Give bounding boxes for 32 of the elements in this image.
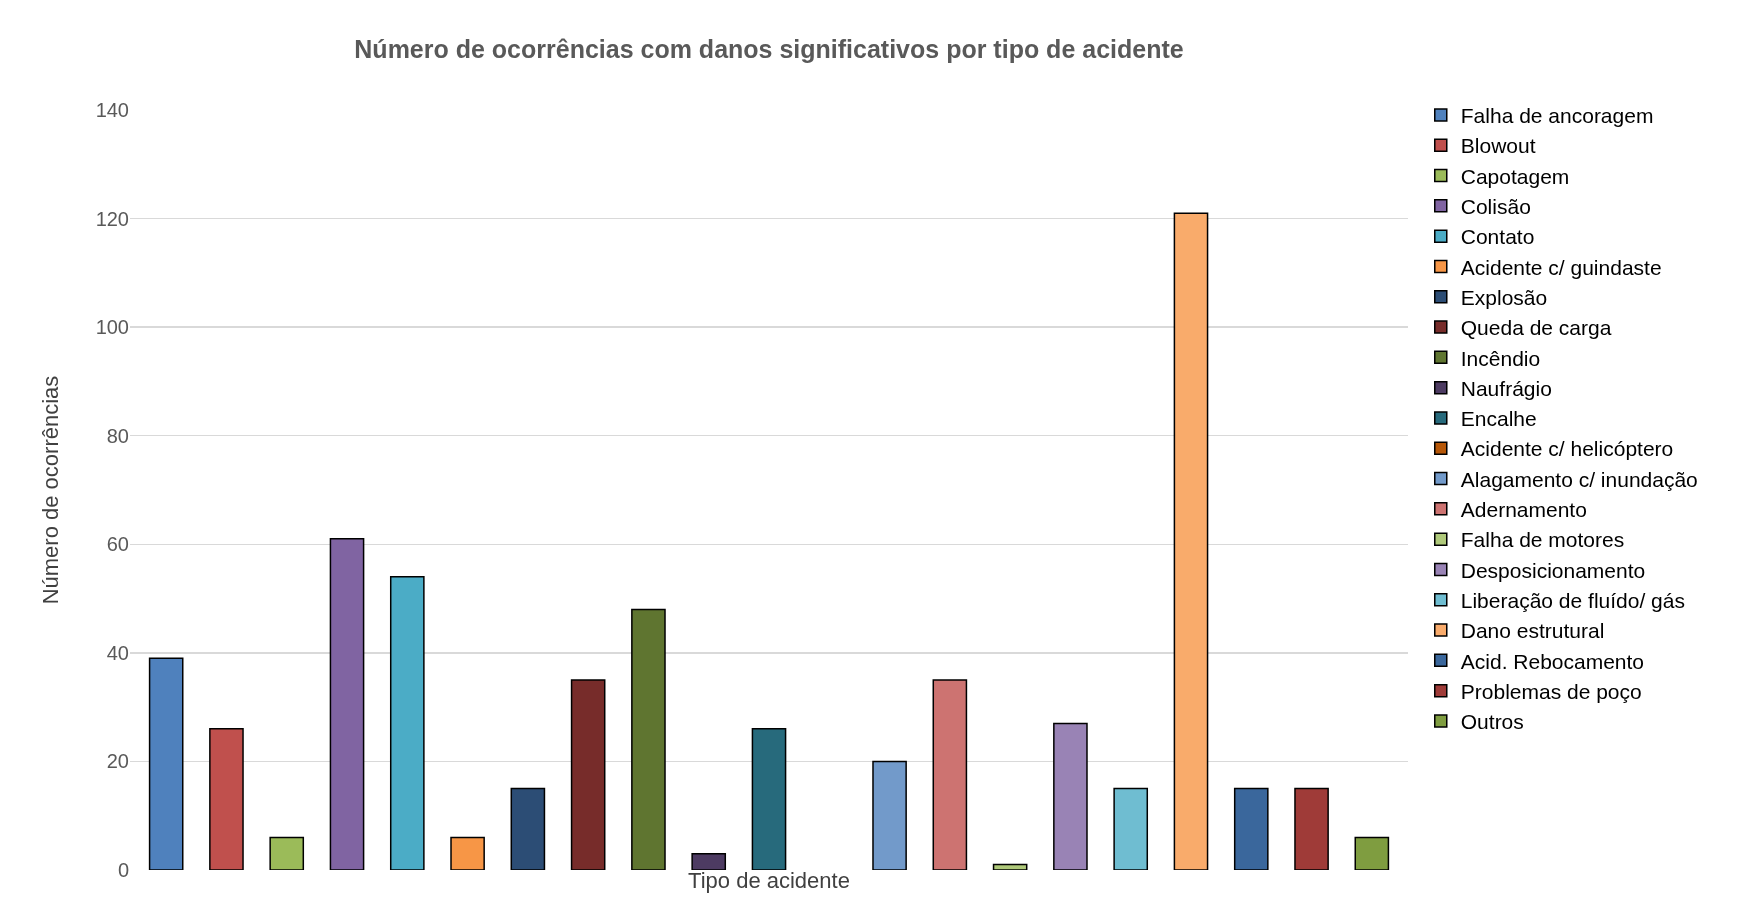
x-axis-title: Tipo de acidente — [688, 867, 850, 893]
y-tick-label: 40 — [106, 641, 129, 664]
legend-label: Incêndio — [1460, 346, 1541, 370]
y-tick-label: 120 — [95, 207, 129, 230]
legend-label: Blowout — [1460, 134, 1536, 158]
legend-label: Acidente c/ guindaste — [1460, 255, 1662, 279]
y-tick-label: 140 — [95, 99, 129, 121]
legend-label: Adernamento — [1460, 498, 1587, 522]
legend-label: Falha de ancoragem — [1460, 104, 1654, 128]
legend-label: Capotagem — [1460, 164, 1570, 188]
legend-label: Acidente c/ helicóptero — [1460, 437, 1674, 461]
legend-label: Encalhe — [1460, 407, 1537, 431]
chart-title: Número de ocorrências com danos significativos por tipo de acidente — [354, 35, 1184, 64]
y-tick-label: 20 — [106, 750, 129, 773]
y-axis-title: Número de ocorrências — [38, 375, 64, 605]
legend-label: Queda de carga — [1460, 316, 1612, 340]
legend-label: Falha de motores — [1460, 528, 1625, 552]
legend-label: Outros — [1460, 710, 1524, 734]
y-tick-label: 100 — [95, 316, 129, 339]
legend-label: Colisão — [1460, 195, 1531, 219]
legend-label: Problemas de poço — [1460, 679, 1642, 703]
y-tick-label: 80 — [106, 424, 129, 447]
y-tick-label: 60 — [106, 533, 129, 556]
legend-label: Acid. Rebocamento — [1460, 649, 1645, 673]
legend-label: Explosão — [1460, 285, 1548, 309]
legend-label: Naufrágio — [1460, 376, 1552, 400]
legend-label: Dano estrutural — [1460, 619, 1605, 643]
y-tick-label: 0 — [117, 859, 129, 881]
legend-label: Alagamento c/ inundação — [1460, 467, 1698, 491]
legend-label: Desposicionamento — [1460, 558, 1646, 582]
legend-label: Liberação de fluído/ gás — [1460, 588, 1685, 612]
legend-label: Contato — [1460, 225, 1535, 249]
